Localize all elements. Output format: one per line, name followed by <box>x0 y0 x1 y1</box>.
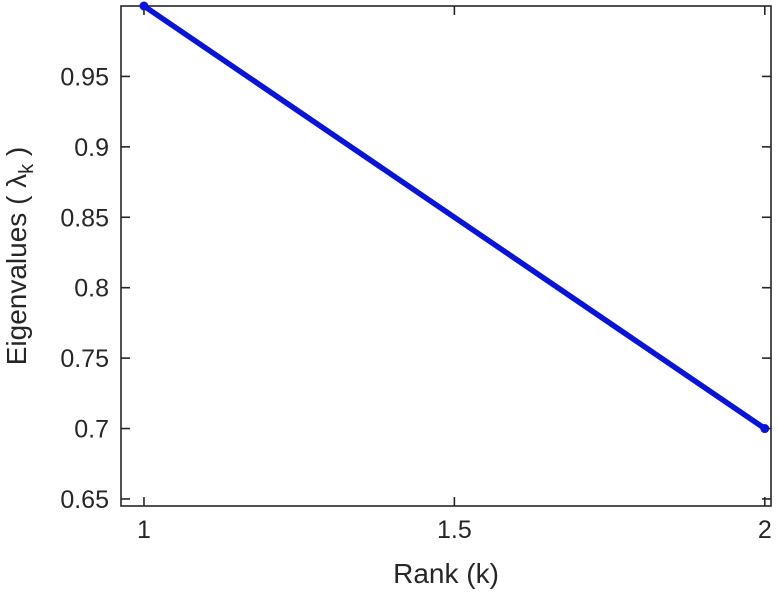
plot-box <box>120 5 772 507</box>
y-tick-label: 0.75 <box>60 345 109 373</box>
y-tick-label: 0.9 <box>74 134 109 162</box>
y-axis-label-close: ) <box>1 147 32 164</box>
y-tick-label: 0.65 <box>60 486 109 514</box>
x-axis-label: Rank (k) <box>393 558 499 589</box>
data-point-marker <box>139 1 149 11</box>
y-tick-label: 0.8 <box>74 275 109 303</box>
data-point-marker <box>760 424 770 434</box>
y-axis-label: Eigenvalues ( λk ) <box>1 147 38 366</box>
y-tick-label: 0.95 <box>60 63 109 91</box>
x-tick-label: 1 <box>137 516 151 544</box>
x-tick-label: 1.5 <box>437 516 472 544</box>
y-tick-label: 0.85 <box>60 204 109 232</box>
y-axis-label-main: Eigenvalues ( λ <box>1 174 32 365</box>
eigenvalues-line <box>141 3 768 432</box>
y-axis-label-subscript: k <box>16 163 38 174</box>
x-tick-label: 2 <box>758 516 772 544</box>
y-tick-label: 0.7 <box>74 416 109 444</box>
